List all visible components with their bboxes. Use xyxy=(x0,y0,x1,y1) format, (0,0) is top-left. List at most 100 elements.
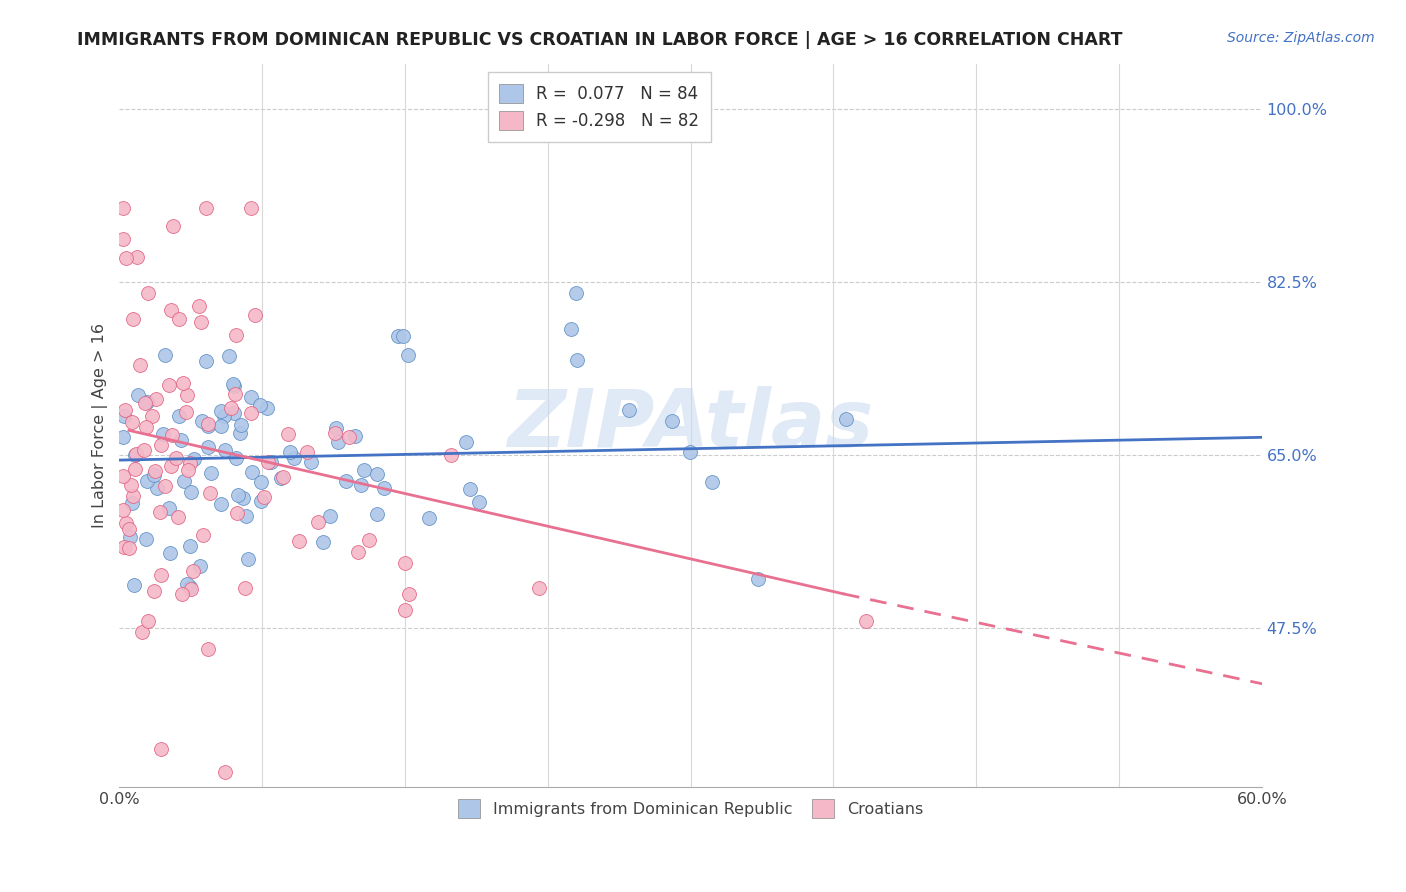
Point xyxy=(346,545,368,559)
Point xyxy=(157,500,180,515)
Point xyxy=(222,406,245,420)
Point xyxy=(112,468,135,483)
Point xyxy=(120,477,142,491)
Point xyxy=(153,349,176,363)
Point xyxy=(277,426,299,441)
Point xyxy=(225,450,247,465)
Point xyxy=(366,467,388,482)
Point xyxy=(211,418,233,433)
Text: IMMIGRANTS FROM DOMINICAN REPUBLIC VS CROATIAN IN LABOR FORCE | AGE > 16 CORRELA: IMMIGRANTS FROM DOMINICAN REPUBLIC VS CR… xyxy=(77,31,1123,49)
Point xyxy=(312,535,335,549)
Point xyxy=(387,329,409,343)
Point xyxy=(143,464,166,478)
Point xyxy=(129,359,152,373)
Point xyxy=(353,463,375,477)
Point xyxy=(121,489,143,503)
Point xyxy=(125,447,148,461)
Point xyxy=(188,559,211,574)
Point xyxy=(350,478,373,492)
Point xyxy=(167,311,190,326)
Point xyxy=(224,387,246,401)
Legend: Immigrants from Dominican Republic, Croatians: Immigrants from Dominican Republic, Croa… xyxy=(450,791,931,826)
Point xyxy=(112,201,135,215)
Point xyxy=(700,475,723,489)
Point xyxy=(180,582,202,596)
Point xyxy=(249,398,271,412)
Point xyxy=(112,430,135,444)
Point xyxy=(283,451,305,466)
Point xyxy=(136,474,159,488)
Point xyxy=(153,479,176,493)
Point xyxy=(299,455,322,469)
Point xyxy=(240,406,263,420)
Point xyxy=(150,438,173,452)
Point xyxy=(280,444,302,458)
Point xyxy=(226,488,249,502)
Point xyxy=(335,474,357,488)
Point xyxy=(115,251,138,265)
Point xyxy=(260,455,283,469)
Point xyxy=(179,540,201,554)
Point xyxy=(394,556,416,570)
Point xyxy=(200,467,222,481)
Point xyxy=(194,201,217,215)
Point xyxy=(162,219,184,233)
Point xyxy=(307,515,329,529)
Point xyxy=(118,541,141,555)
Point xyxy=(560,322,582,336)
Point xyxy=(118,530,141,544)
Point xyxy=(114,516,136,530)
Text: Source: ZipAtlas.com: Source: ZipAtlas.com xyxy=(1227,31,1375,45)
Point xyxy=(198,486,221,500)
Point xyxy=(297,444,319,458)
Point xyxy=(149,741,172,756)
Point xyxy=(232,491,254,506)
Point xyxy=(319,509,342,524)
Point xyxy=(159,546,181,560)
Point xyxy=(142,467,165,482)
Point xyxy=(373,481,395,495)
Point xyxy=(191,414,214,428)
Point xyxy=(565,286,588,301)
Point xyxy=(127,388,149,402)
Point xyxy=(143,583,166,598)
Point xyxy=(134,396,156,410)
Point xyxy=(193,528,215,542)
Point xyxy=(121,496,143,510)
Point xyxy=(835,412,858,426)
Point xyxy=(131,624,153,639)
Point xyxy=(214,764,236,779)
Point xyxy=(245,308,267,322)
Point xyxy=(135,394,157,409)
Point xyxy=(183,452,205,467)
Point xyxy=(118,522,141,536)
Point xyxy=(160,458,183,473)
Point xyxy=(149,506,172,520)
Point xyxy=(565,353,588,368)
Point xyxy=(219,401,242,416)
Point xyxy=(398,587,420,601)
Point xyxy=(152,427,174,442)
Point xyxy=(337,429,360,443)
Point xyxy=(679,444,702,458)
Point xyxy=(359,533,381,548)
Point xyxy=(617,403,640,417)
Point xyxy=(212,409,235,423)
Point xyxy=(112,503,135,517)
Text: ZIPAtlas: ZIPAtlas xyxy=(508,386,873,465)
Point xyxy=(176,405,198,419)
Point xyxy=(122,312,145,326)
Point xyxy=(165,451,187,466)
Point xyxy=(167,509,190,524)
Point xyxy=(747,573,769,587)
Point xyxy=(458,483,481,497)
Point xyxy=(112,232,135,246)
Point xyxy=(392,329,415,343)
Point xyxy=(454,434,477,449)
Point xyxy=(224,379,246,393)
Point xyxy=(396,348,419,362)
Point xyxy=(226,506,249,520)
Point xyxy=(225,328,247,343)
Point xyxy=(187,300,209,314)
Point xyxy=(343,429,366,443)
